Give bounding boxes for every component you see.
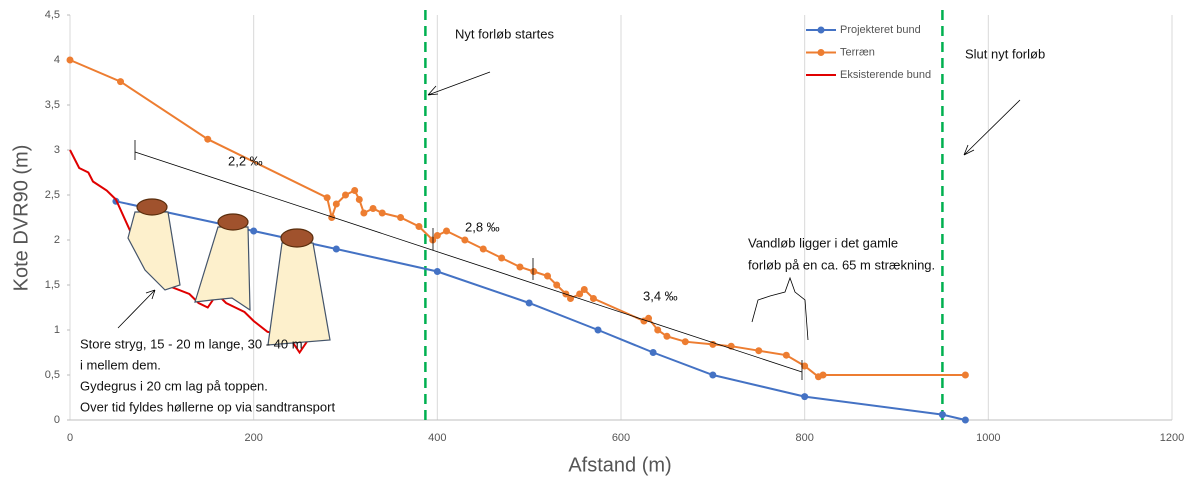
data-point <box>66 56 74 64</box>
data-point <box>378 209 386 217</box>
data-point <box>530 268 538 275</box>
data-point <box>654 326 662 334</box>
annotation: 2,2 ‰ <box>228 153 263 168</box>
data-point <box>117 78 125 86</box>
data-point <box>681 338 689 346</box>
stone <box>267 242 331 346</box>
annotation: Over tid fyldes høllerne op via sandtran… <box>80 399 335 414</box>
stone <box>127 211 181 291</box>
legend-label: Terræn <box>840 46 875 58</box>
annotation: 3,4 ‰ <box>643 288 678 303</box>
stones <box>127 198 331 346</box>
data-point <box>594 326 602 334</box>
data-point <box>645 314 653 322</box>
data-point <box>332 245 340 253</box>
data-point <box>433 232 441 239</box>
annotation: Nyt forløb startes <box>455 26 554 41</box>
data-point <box>498 254 506 262</box>
x-tick-label: 1000 <box>976 432 1000 444</box>
data-point <box>709 340 717 348</box>
data-point <box>360 209 368 217</box>
annotation: Gydegrus i 20 cm lag på toppen. <box>80 378 268 393</box>
data-point <box>589 295 597 302</box>
arrow <box>117 289 156 329</box>
y-tick-label: 0,5 <box>45 369 60 381</box>
data-point <box>801 393 809 401</box>
data-point <box>355 196 363 203</box>
annotation: 2,8 ‰ <box>465 219 500 234</box>
annotation: i mellem dem. <box>80 357 161 372</box>
gravel <box>136 198 168 216</box>
gravel <box>217 213 249 231</box>
x-tick-label: 600 <box>612 432 630 444</box>
data-point <box>580 286 588 293</box>
data-point <box>397 214 405 221</box>
x-tick-label: 1200 <box>1160 432 1184 444</box>
data-point <box>461 236 469 244</box>
arrow <box>427 71 491 96</box>
annotation: Store stryg, 15 - 20 m lange, 30 - 40 m <box>80 336 303 351</box>
data-point <box>479 245 487 253</box>
data-point <box>250 227 258 235</box>
annotation: Slut nyt forløb <box>965 46 1045 61</box>
x-axis-title: Afstand (m) <box>568 454 671 476</box>
data-point <box>566 295 574 302</box>
data-point <box>525 299 533 307</box>
legend-marker <box>817 26 825 34</box>
x-tick-label: 400 <box>428 432 446 444</box>
data-point <box>938 411 946 419</box>
y-tick-label: 2,5 <box>45 189 60 201</box>
annotations: Nyt forløb startes Slut nyt forløb 2,2 ‰… <box>80 26 1045 414</box>
slope-line <box>134 151 803 373</box>
data-point <box>801 362 809 370</box>
data-point <box>351 187 359 194</box>
slope-annotations <box>117 71 1021 380</box>
annotation: Vandløb ligger i det gamle <box>748 235 898 250</box>
legend-marker <box>817 49 825 56</box>
data-point <box>204 135 212 143</box>
annotation: forløb på en ca. 65 m strækning. <box>748 257 935 272</box>
y-tick-label: 4 <box>54 54 60 66</box>
stone <box>194 226 251 312</box>
data-point <box>433 268 441 275</box>
data-point <box>663 332 671 340</box>
data-point <box>323 194 331 202</box>
x-tick-label: 200 <box>244 432 262 444</box>
data-point <box>819 371 827 379</box>
data-point <box>961 371 969 379</box>
data-point <box>342 191 349 199</box>
series-line <box>69 59 966 378</box>
gravel <box>280 228 314 248</box>
data-point <box>576 290 584 298</box>
data-point <box>328 214 336 221</box>
y-tick-label: 1 <box>54 324 60 336</box>
x-tick-label: 800 <box>795 432 813 444</box>
y-tick-label: 3,5 <box>45 99 60 111</box>
plot-area: 0 200 400 600 800 1000 1200 0 0,5 1 1,5 2 2,5 3 3,5 4 4,… <box>45 9 1185 444</box>
legend-label: Projekteret bund <box>840 24 921 36</box>
brace <box>751 276 809 341</box>
data-point <box>443 227 451 235</box>
data-point <box>782 351 790 359</box>
data-point <box>961 416 969 424</box>
data-point <box>369 205 377 212</box>
x-tick-label: 0 <box>67 432 73 444</box>
data-point <box>516 263 524 271</box>
legend-label: Eksisterende bund <box>840 69 931 81</box>
y-tick-label: 3 <box>54 144 60 156</box>
data-point <box>415 223 423 230</box>
y-tick-label: 2 <box>54 234 60 246</box>
data-point <box>553 281 561 289</box>
y-tick-label: 1,5 <box>45 279 60 291</box>
y-tick-label: 4,5 <box>45 9 60 21</box>
data-point <box>544 272 552 280</box>
arrow <box>963 99 1021 156</box>
data-point <box>649 349 657 356</box>
y-tick-label: 0 <box>54 414 60 426</box>
y-axis-title: Kote DVR90 (m) <box>10 145 32 292</box>
data-point <box>755 347 763 355</box>
data-point <box>332 200 340 208</box>
data-point <box>709 371 717 379</box>
